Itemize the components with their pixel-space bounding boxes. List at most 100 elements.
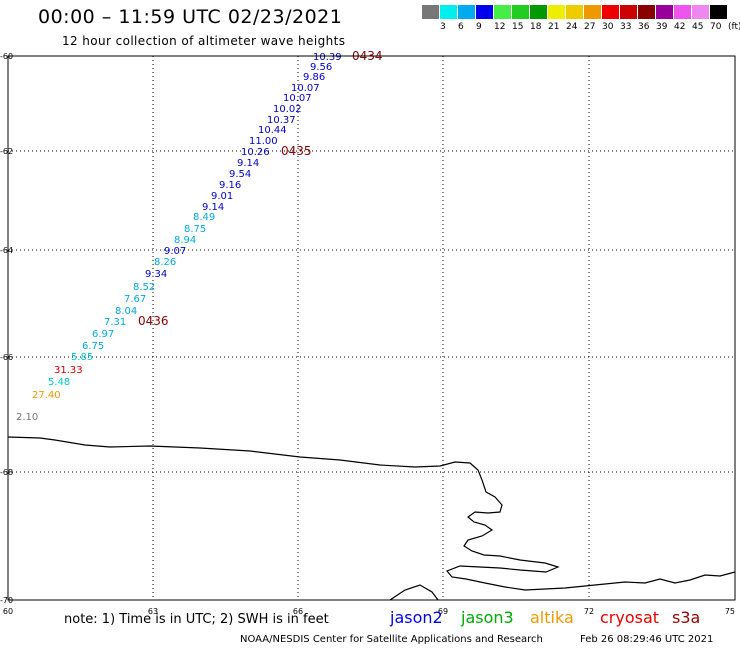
legend-label: 42: [674, 22, 686, 32]
legend-swatch: [458, 5, 475, 19]
wave-height-value: 10.44: [258, 125, 287, 136]
legend-swatch: [422, 5, 439, 19]
wave-height-value: 5.85: [71, 352, 93, 363]
satellite-name-s3a: s3a: [672, 608, 701, 627]
wave-height-value: 10.26: [241, 147, 270, 158]
longitude-label: 63: [148, 607, 158, 616]
wave-height-value: 7.67: [124, 294, 146, 305]
wave-height-value: 10.37: [267, 115, 296, 126]
wave-height-value: 8.52: [133, 282, 155, 293]
latitude-label: -66: [0, 353, 13, 362]
graticule: [8, 56, 735, 600]
observation-track: 10.399.569.8610.0710.0710.0210.3710.4411…: [16, 52, 342, 423]
latitude-labels: -60 -62 -64 -66 -68 -70: [0, 52, 13, 605]
wave-height-value: 9.14: [202, 202, 224, 213]
latitude-label: -68: [0, 468, 13, 477]
wave-height-value: 8.26: [154, 257, 176, 268]
latitude-label: -70: [0, 596, 13, 605]
legend-label: 45: [692, 22, 704, 32]
longitude-label: 75: [725, 607, 735, 616]
legend-swatch: [620, 5, 637, 19]
wave-height-value: 10.07: [291, 83, 320, 94]
wave-height-value: 5.48: [48, 377, 70, 388]
wave-height-value: 9.86: [303, 72, 325, 83]
wave-height-value: 11.00: [249, 136, 278, 147]
legend-swatch: [584, 5, 601, 19]
legend-swatch: [674, 5, 691, 19]
wave-height-value: 2.10: [16, 412, 38, 423]
map-subtitle: 12 hour collection of altimeter wave hei…: [62, 34, 346, 48]
satellite-name-jason2: jason2: [390, 608, 443, 627]
legend-label: 24: [566, 22, 578, 32]
latitude-label: -60: [0, 52, 13, 61]
longitude-label: 72: [584, 607, 594, 616]
longitude-labels: 60 63 66 69 72 75: [3, 607, 735, 616]
legend-label: 39: [656, 22, 668, 32]
wave-height-value: 9.14: [237, 158, 259, 169]
legend-swatch: [548, 5, 565, 19]
longitude-label: 66: [293, 607, 303, 616]
ice-shelf-edge: [389, 584, 439, 601]
legend-label: 3: [440, 22, 446, 32]
coastline: [7, 436, 736, 601]
wave-height-value: 9.54: [229, 169, 251, 180]
satellite-name-jason3: jason3: [461, 608, 514, 627]
legend-swatch: [476, 5, 493, 19]
antarctic-coastline: [7, 436, 736, 591]
wave-height-value: 9.56: [310, 62, 332, 73]
map-frame: [7, 55, 736, 601]
longitude-label: 69: [438, 607, 448, 616]
wave-height-value: 10.07: [283, 93, 312, 104]
legend-label: 12: [494, 22, 506, 32]
legend-label: 9: [476, 22, 482, 32]
wave-height-value: 8.04: [115, 306, 137, 317]
wave-height-value: 10.02: [273, 104, 302, 115]
legend-label: 36: [638, 22, 650, 32]
wave-height-value: 7.31: [104, 317, 126, 328]
legend-swatch: [692, 5, 709, 19]
pass-time-label: 0435: [281, 144, 312, 158]
wave-height-value: 10.39: [313, 52, 342, 63]
legend-swatch: [530, 5, 547, 19]
legend-swatch: [602, 5, 619, 19]
wave-height-value: 9.16: [219, 180, 241, 191]
wave-height-value: 6.75: [82, 341, 104, 352]
legend-label: 70: [710, 22, 722, 32]
legend-label: 6: [458, 22, 464, 32]
satellite-name-altika: altika: [530, 608, 574, 627]
legend-swatch: [440, 5, 457, 19]
wave-height-value: 27.40: [32, 390, 61, 401]
footnote: note: 1) Time is in UTC; 2) SWH is in fe…: [64, 612, 329, 627]
wave-height-value: 8.75: [184, 224, 206, 235]
wave-height-value: 9.07: [164, 246, 186, 257]
longitude-label: 60: [3, 607, 13, 616]
legend-label: 33: [620, 22, 632, 32]
credit-line: NOAA/NESDIS Center for Satellite Applica…: [240, 634, 543, 645]
pass-time-label: 0436: [138, 314, 169, 328]
legend-swatch: [512, 5, 529, 19]
latitude-label: -62: [0, 147, 13, 156]
wave-height-value: 31.33: [54, 365, 83, 376]
legend-label: 18: [530, 22, 542, 32]
legend-swatch: [656, 5, 673, 19]
legend-label: 15: [512, 22, 524, 32]
legend-label: (ft): [728, 22, 740, 32]
wave-height-value: 9.34: [145, 269, 167, 280]
legend-swatch: [494, 5, 511, 19]
satellite-name-cryosat: cryosat: [600, 608, 660, 627]
wave-height-value: 6.97: [92, 329, 114, 340]
legend-swatch: [566, 5, 583, 19]
legend-label: 21: [548, 22, 560, 32]
legend-swatch: [710, 5, 727, 19]
legend-label: 27: [584, 22, 596, 32]
latitude-label: -64: [0, 246, 13, 255]
wave-height-value: 8.94: [174, 235, 196, 246]
wave-height-value: 9.01: [211, 191, 233, 202]
wave-height-value: 8.49: [193, 212, 215, 223]
legend-label: 30: [602, 22, 614, 32]
map-title: 00:00 – 11:59 UTC 02/23/2021: [38, 6, 343, 28]
generation-timestamp: Feb 26 08:29:46 UTC 2021: [580, 634, 714, 645]
legend-swatch: [638, 5, 655, 19]
